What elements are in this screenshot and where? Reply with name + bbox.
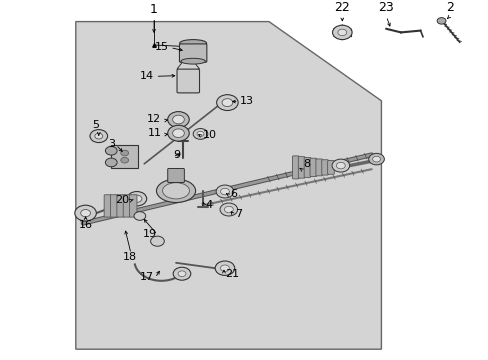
Text: 14: 14 — [140, 71, 154, 81]
FancyBboxPatch shape — [179, 44, 206, 62]
Circle shape — [193, 129, 207, 139]
Ellipse shape — [162, 183, 189, 199]
Circle shape — [337, 29, 346, 36]
Text: 10: 10 — [203, 130, 217, 140]
Text: 13: 13 — [239, 96, 253, 106]
Circle shape — [121, 157, 128, 163]
Text: 9: 9 — [173, 150, 181, 160]
Circle shape — [224, 206, 233, 213]
Text: 4: 4 — [205, 200, 212, 210]
Text: 2: 2 — [445, 1, 453, 14]
Text: 17: 17 — [140, 272, 154, 282]
FancyBboxPatch shape — [123, 195, 130, 217]
FancyBboxPatch shape — [315, 159, 322, 176]
Text: 3: 3 — [108, 139, 115, 149]
Circle shape — [220, 203, 237, 216]
Text: 5: 5 — [92, 120, 99, 130]
Circle shape — [216, 95, 238, 111]
FancyBboxPatch shape — [298, 157, 305, 178]
Polygon shape — [76, 22, 381, 349]
Circle shape — [150, 236, 164, 246]
Circle shape — [368, 153, 384, 165]
Circle shape — [336, 162, 345, 169]
Ellipse shape — [156, 179, 195, 202]
Text: 15: 15 — [154, 42, 168, 52]
Circle shape — [331, 159, 349, 172]
Circle shape — [81, 210, 90, 217]
FancyBboxPatch shape — [110, 195, 118, 217]
Circle shape — [172, 115, 184, 124]
Circle shape — [436, 18, 445, 24]
Text: 12: 12 — [147, 114, 161, 124]
Text: 19: 19 — [142, 229, 156, 239]
Circle shape — [372, 156, 380, 162]
Circle shape — [132, 195, 142, 202]
Text: 1: 1 — [150, 3, 158, 16]
Circle shape — [121, 150, 128, 156]
Text: 6: 6 — [229, 189, 236, 199]
Circle shape — [167, 112, 189, 127]
Circle shape — [134, 212, 145, 220]
FancyBboxPatch shape — [129, 195, 137, 217]
FancyBboxPatch shape — [304, 157, 310, 177]
FancyBboxPatch shape — [292, 156, 299, 179]
Circle shape — [167, 125, 189, 141]
Circle shape — [332, 25, 351, 40]
Circle shape — [95, 133, 102, 139]
Circle shape — [216, 185, 233, 198]
Circle shape — [220, 265, 229, 271]
Circle shape — [173, 267, 190, 280]
Circle shape — [220, 188, 229, 195]
FancyBboxPatch shape — [321, 160, 328, 175]
Circle shape — [127, 192, 146, 206]
Text: 7: 7 — [234, 209, 242, 219]
Circle shape — [105, 147, 117, 155]
FancyBboxPatch shape — [309, 158, 316, 177]
Circle shape — [172, 129, 184, 138]
Text: 16: 16 — [79, 220, 92, 230]
Circle shape — [215, 261, 234, 275]
Text: 11: 11 — [147, 128, 161, 138]
Circle shape — [222, 99, 232, 107]
FancyBboxPatch shape — [117, 195, 124, 217]
Text: 22: 22 — [334, 1, 349, 14]
Text: 18: 18 — [122, 252, 136, 262]
Circle shape — [197, 131, 203, 136]
Text: 20: 20 — [115, 195, 129, 205]
FancyBboxPatch shape — [327, 161, 334, 174]
Ellipse shape — [180, 40, 206, 47]
Text: 23: 23 — [378, 1, 393, 14]
FancyBboxPatch shape — [104, 195, 111, 217]
Circle shape — [178, 271, 185, 276]
Text: 8: 8 — [303, 159, 310, 169]
FancyBboxPatch shape — [111, 145, 138, 168]
Circle shape — [105, 158, 117, 167]
FancyBboxPatch shape — [177, 69, 199, 93]
FancyBboxPatch shape — [167, 168, 184, 183]
Circle shape — [75, 205, 96, 221]
Circle shape — [90, 130, 107, 143]
Ellipse shape — [181, 58, 205, 64]
Text: 21: 21 — [224, 269, 239, 279]
